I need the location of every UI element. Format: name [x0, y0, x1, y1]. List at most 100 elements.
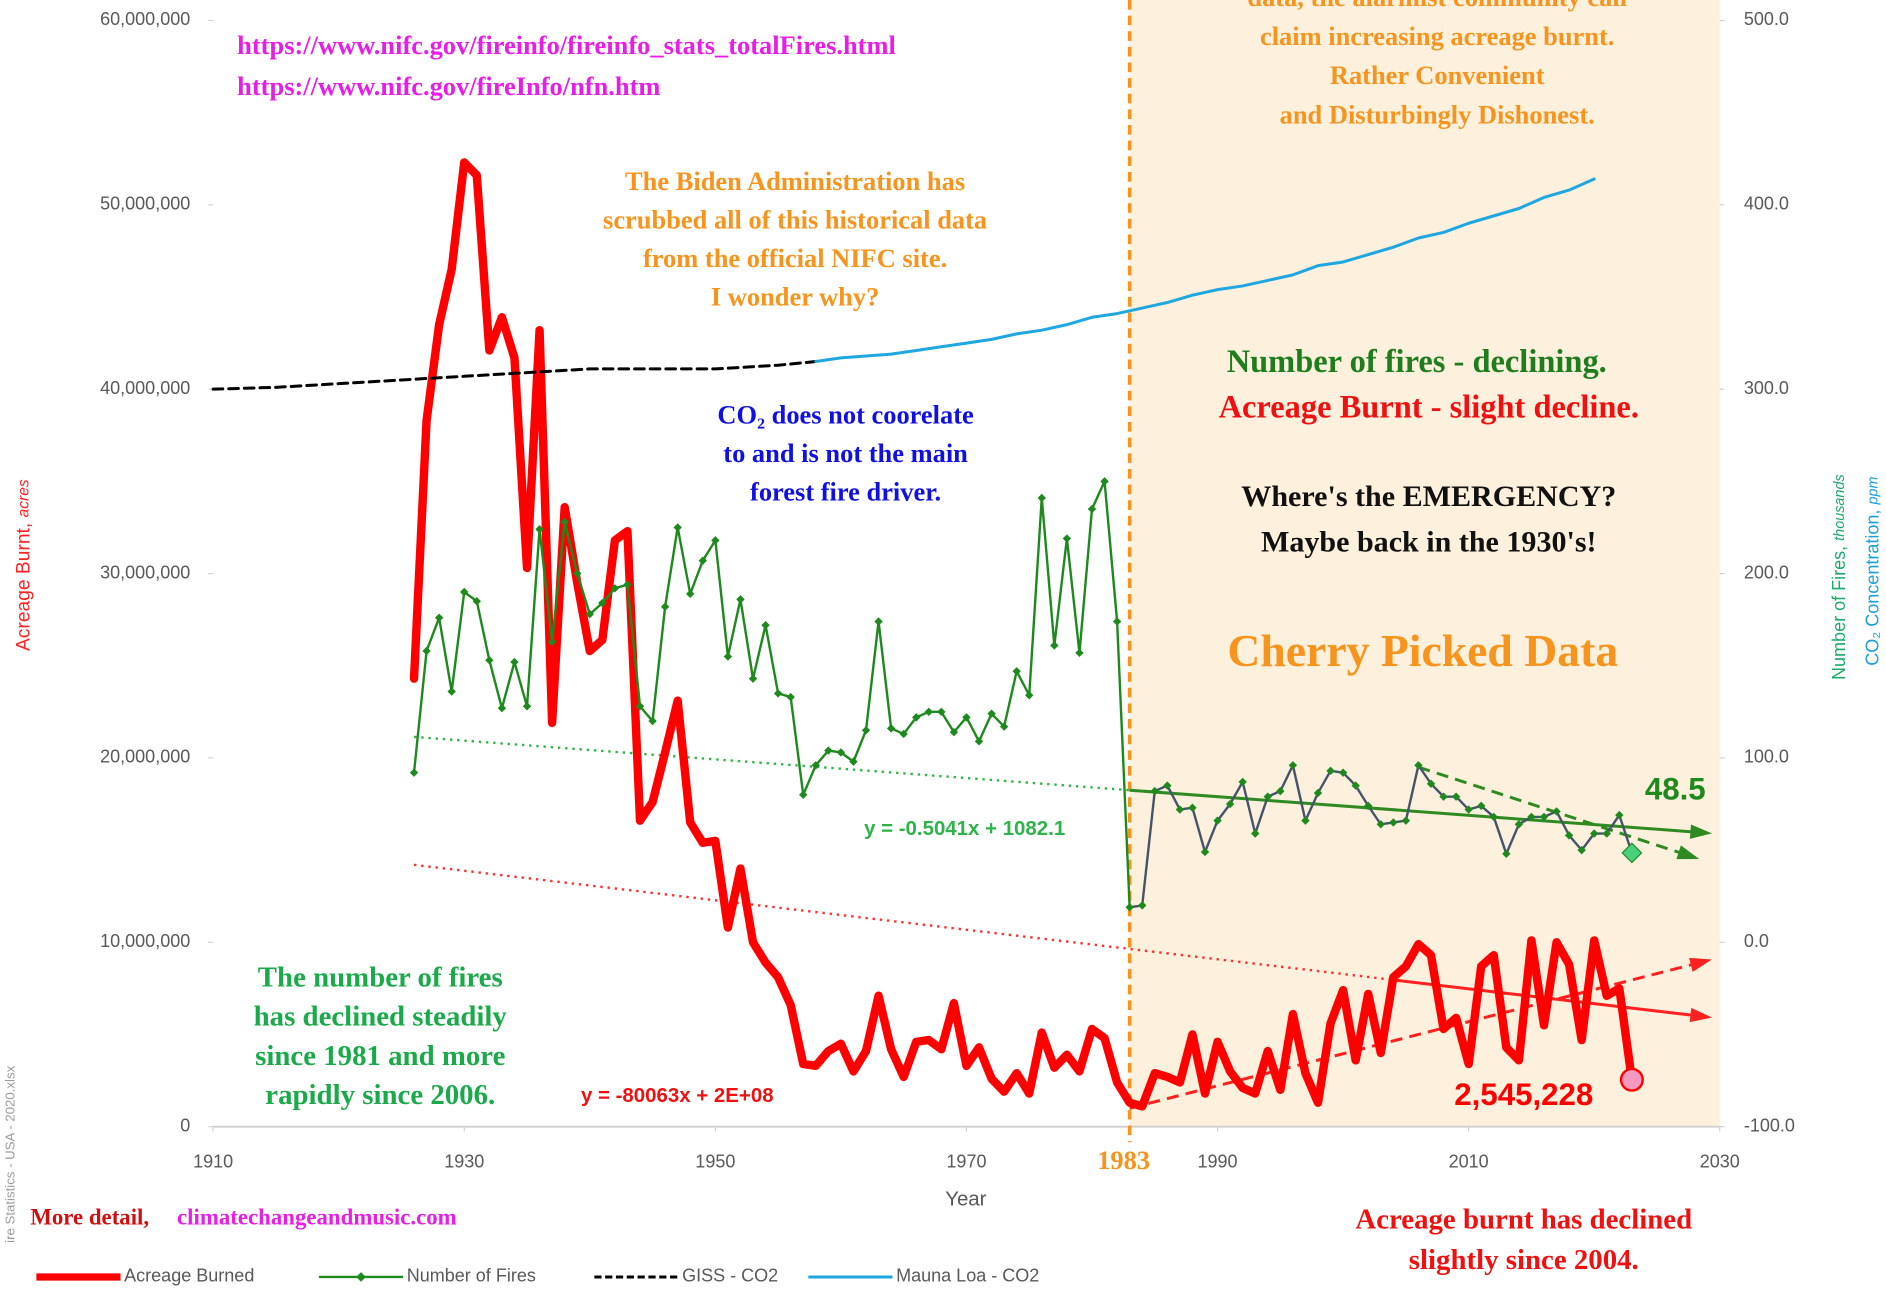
series-marker	[1125, 903, 1134, 912]
trend-arrowhead	[1676, 845, 1700, 860]
series-marker	[1163, 781, 1172, 790]
series-marker	[1364, 801, 1373, 811]
series-marker	[761, 620, 770, 630]
annotation: https://www.nifc.gov/fireinfo/fireinfo_s…	[237, 30, 896, 60]
series-marker	[987, 709, 996, 718]
series-marker	[1075, 648, 1084, 658]
series-marker	[1150, 786, 1159, 796]
series-marker	[849, 757, 858, 766]
series-line	[409, 158, 1637, 1111]
y2-tick-label: 500.0	[1744, 9, 1789, 29]
series-marker	[510, 657, 519, 667]
series-marker	[974, 737, 984, 746]
series-marker	[736, 595, 745, 604]
y2-axis-label-text: CO₂ Concentration,	[1862, 510, 1882, 666]
series-marker	[1502, 849, 1511, 859]
trend-arrowhead	[1689, 1007, 1712, 1023]
series-marker	[1477, 801, 1486, 811]
shaded-region	[1129, 0, 1720, 1127]
series-marker	[1527, 812, 1536, 822]
x-tick-label: 1990	[1198, 1152, 1238, 1172]
series-marker	[1577, 845, 1586, 855]
y-tick-label: 20,000,000	[100, 747, 190, 767]
y2-tick-label: 300.0	[1744, 378, 1789, 398]
annotation: y = -80063x + 2E+08	[581, 1084, 774, 1107]
x-tick-label: 2010	[1449, 1152, 1489, 1172]
series-marker	[773, 689, 783, 698]
series-marker	[1251, 829, 1260, 838]
series-marker	[1401, 816, 1411, 825]
series-marker	[1188, 803, 1197, 812]
y-tick-label: 40,000,000	[100, 378, 190, 398]
series-marker	[1062, 534, 1072, 543]
series-marker	[1376, 820, 1385, 829]
series-marker	[836, 748, 846, 757]
annotation: from the official NIFC site.	[643, 243, 947, 273]
annotation: Rather Convenient	[1330, 60, 1545, 90]
series-marker	[861, 726, 871, 735]
series-marker	[1037, 493, 1046, 503]
series-marker	[824, 746, 833, 755]
y-tick-label: 60,000,000	[100, 9, 190, 29]
cutoff-label: 1983	[1097, 1145, 1150, 1175]
series-marker	[623, 580, 632, 589]
y2-axis-label: Number of Fires, thousands	[1829, 474, 1849, 680]
annotation: has declined steadily	[254, 1001, 508, 1033]
series-marker	[1301, 816, 1310, 825]
annotation: data, the alarmist community can	[1247, 0, 1627, 12]
series-marker	[924, 707, 933, 717]
series-marker	[472, 597, 481, 606]
y-tick-label: 0	[180, 1115, 190, 1135]
annotation: I wonder why?	[711, 281, 879, 311]
y2-tick-label: 100.0	[1744, 747, 1789, 767]
series-marker	[1439, 792, 1448, 801]
series-marker	[635, 702, 645, 711]
series-marker	[1276, 786, 1285, 796]
series-marker	[598, 598, 607, 608]
legend-label: Acreage Burned	[124, 1266, 254, 1286]
trend-line	[413, 735, 1130, 792]
series-marker	[1050, 641, 1059, 650]
series-marker	[497, 703, 507, 713]
annotation: Cherry Picked Data	[1227, 625, 1618, 676]
series-marker	[799, 790, 808, 800]
series-marker	[786, 692, 795, 702]
y-axis-label-text: Acreage Burnt,	[13, 523, 34, 651]
y2-axis-label-unit: ppm	[1865, 477, 1881, 506]
y2-tick-label: -100.0	[1744, 1115, 1795, 1135]
x-tick-label: 1970	[946, 1152, 986, 1172]
y-tick-label: 50,000,000	[100, 194, 190, 214]
annotation: climatechangeandmusic.com	[177, 1204, 457, 1229]
series-marker	[1200, 847, 1210, 857]
legend-marker	[356, 1272, 366, 1282]
annotation: More detail,	[30, 1204, 149, 1229]
series-line	[211, 360, 818, 391]
series-marker	[1025, 691, 1034, 700]
y-axis-label-unit: acres	[15, 479, 32, 517]
annotation: y = -0.5041x + 1082.1	[864, 817, 1065, 840]
series-marker	[1351, 781, 1360, 790]
series-marker	[711, 536, 720, 545]
background-layer	[208, 0, 1725, 1132]
series-marker	[485, 656, 494, 665]
x-axis-label: Year	[945, 1187, 986, 1210]
annotation: to and is not the main	[723, 438, 968, 468]
series-marker	[573, 569, 582, 578]
x-tick-label: 2030	[1700, 1152, 1740, 1172]
series-marker	[1326, 766, 1335, 776]
series-marker	[874, 617, 883, 626]
annotation: CO₂ does not coorelate	[717, 399, 974, 429]
y-tick-label: 30,000,000	[100, 562, 190, 582]
series-marker	[698, 556, 707, 565]
series-marker	[1012, 667, 1021, 676]
series-marker	[547, 637, 557, 646]
x-tick-label: 1930	[444, 1152, 484, 1172]
data-label: 48.5	[1645, 771, 1706, 806]
series-marker	[535, 525, 544, 534]
last-marker	[1621, 842, 1643, 864]
series-marker	[748, 674, 758, 683]
series-marker	[1238, 777, 1247, 787]
annotation: Number of fires - declining.	[1227, 344, 1607, 380]
series-marker	[886, 724, 896, 733]
series-marker	[1489, 812, 1498, 822]
